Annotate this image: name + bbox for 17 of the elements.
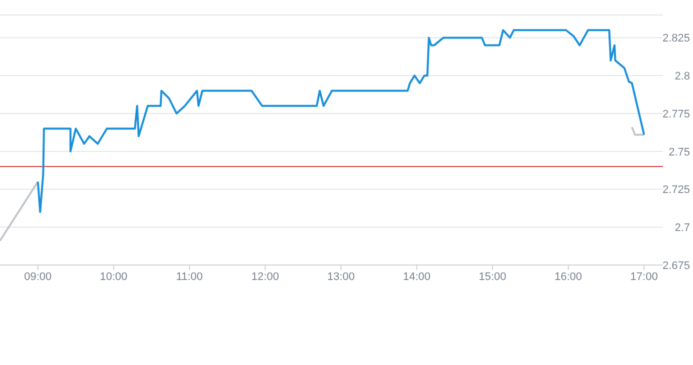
x-tick-label: 15:00 [478,270,506,283]
x-tick-label: 10:00 [100,270,128,283]
y-tick-label: 2.8 [674,70,690,83]
y-tick-label: 2.825 [662,32,690,45]
line-series [36,29,646,213]
x-tick-label: 11:00 [176,270,203,283]
x-tick-label: 13:00 [327,270,355,283]
y-tick-label: 2.75 [668,146,690,158]
y-tick-label: 2.7 [674,222,690,234]
x-tick-label: 14:00 [402,270,431,283]
y-tick-label: 2.725 [662,184,690,196]
x-tick-label: 12:00 [251,270,279,283]
y-tick-label: 2.675 [662,260,690,272]
x-tick-label: 17:00 [630,270,658,283]
x-tick-label: 09:00 [24,270,52,283]
x-tick-label: 16:00 [554,270,582,283]
y-tick-label: 2.775 [662,108,690,120]
